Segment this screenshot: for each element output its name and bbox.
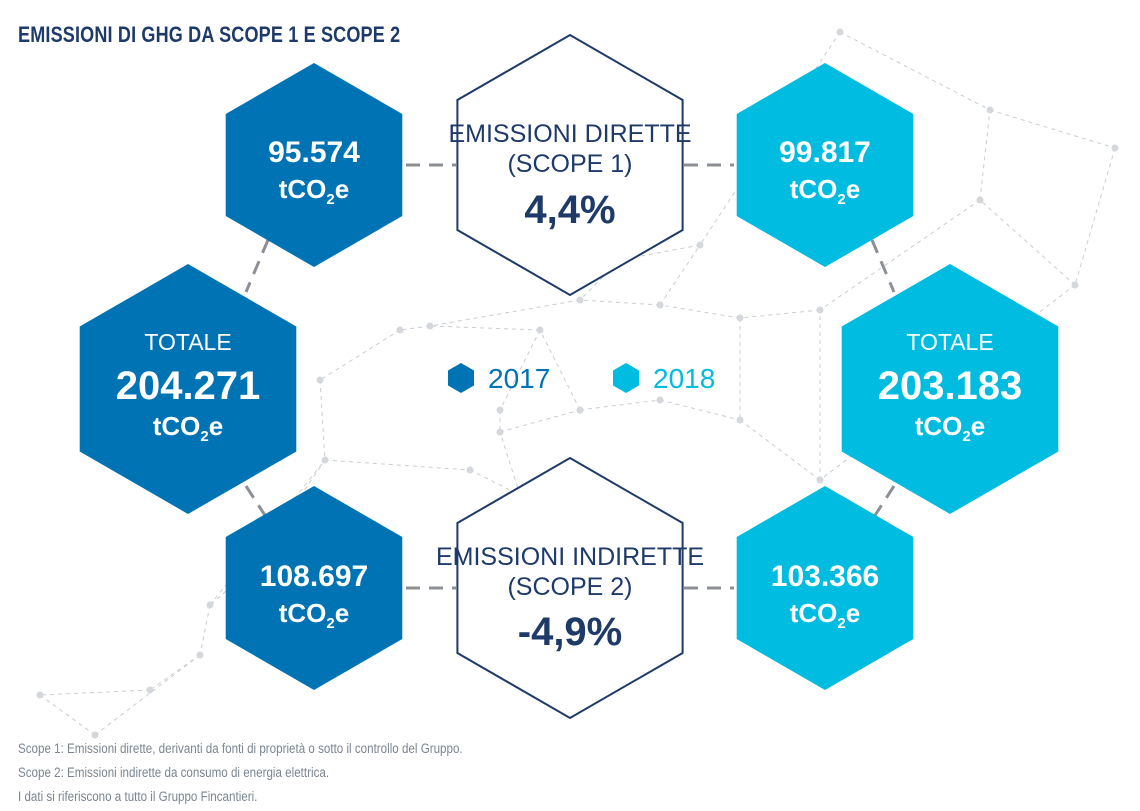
scope1-hexagon: EMISSIONI DIRETTE (SCOPE 1) 4,4% xyxy=(448,33,692,297)
legend-item-2017: 2017 xyxy=(448,363,550,394)
scope1-2017-unit: tCO2e xyxy=(279,174,349,208)
footnote-scope1: Scope 1: Emissioni dirette, derivanti da… xyxy=(18,741,463,756)
connector-total-2017-bottom xyxy=(244,485,270,521)
total-2018-value: 203.183 xyxy=(878,364,1023,408)
scope1-label-line1: EMISSIONI DIRETTE xyxy=(448,120,691,148)
scope2-2017-hexagon: 108.697 tCO2e xyxy=(225,486,403,690)
scope1-label-line2: (SCOPE 1) xyxy=(507,150,632,178)
legend-swatch-2017 xyxy=(448,363,474,393)
scope2-label-line2: (SCOPE 2) xyxy=(507,573,632,601)
scope2-2018-hexagon: 103.366 tCO2e xyxy=(736,486,914,690)
scope1-2017-value: 95.574 xyxy=(268,136,360,169)
legend: 2017 2018 xyxy=(448,363,715,394)
legend-swatch-2018 xyxy=(613,363,639,393)
total-2018-label: TOTALE xyxy=(906,329,993,355)
scope2-2017-value: 108.697 xyxy=(260,560,368,593)
connector-total-2018-bottom xyxy=(870,485,896,521)
connector-total-2017-top xyxy=(244,239,270,293)
total-2017-label: TOTALE xyxy=(144,329,231,355)
legend-label-2017: 2017 xyxy=(488,363,550,394)
scope2-label-line1: EMISSIONI INDIRETTE xyxy=(436,543,704,571)
connector-total-2018-top xyxy=(870,239,896,293)
scope2-hexagon: EMISSIONI INDIRETTE (SCOPE 2) -4,9% xyxy=(436,456,704,720)
scope1-2018-unit: tCO2e xyxy=(790,174,860,208)
scope2-2017-unit: tCO2e xyxy=(279,598,349,632)
footnote-group: I dati si riferiscono a tutto il Gruppo … xyxy=(18,789,258,804)
total-2017-hexagon: TOTALE 204.271 tCO2e xyxy=(79,264,297,514)
legend-item-2018: 2018 xyxy=(613,363,715,394)
total-2017-unit: tCO2e xyxy=(153,411,223,445)
scope1-2018-hexagon: 99.817 tCO2e xyxy=(736,63,914,267)
total-2018-hexagon: TOTALE 203.183 tCO2e xyxy=(841,264,1059,514)
scope1-2017-hexagon: 95.574 tCO2e xyxy=(225,63,403,267)
total-2017-value: 204.271 xyxy=(116,364,261,408)
connectors xyxy=(244,163,896,590)
page-title: EMISSIONI DI GHG DA SCOPE 1 E SCOPE 2 xyxy=(18,22,401,47)
legend-label-2018: 2018 xyxy=(653,363,715,394)
footnote-scope2: Scope 2: Emissioni indirette da consumo … xyxy=(18,765,330,780)
scope1-2018-value: 99.817 xyxy=(779,136,871,169)
scope1-change: 4,4% xyxy=(524,188,615,232)
total-2018-unit: tCO2e xyxy=(915,411,985,445)
footnotes: Scope 1: Emissioni dirette, derivanti da… xyxy=(18,737,535,809)
scope2-2018-value: 103.366 xyxy=(771,560,879,593)
scope2-change: -4,9% xyxy=(518,610,623,654)
scope2-2018-unit: tCO2e xyxy=(790,598,860,632)
